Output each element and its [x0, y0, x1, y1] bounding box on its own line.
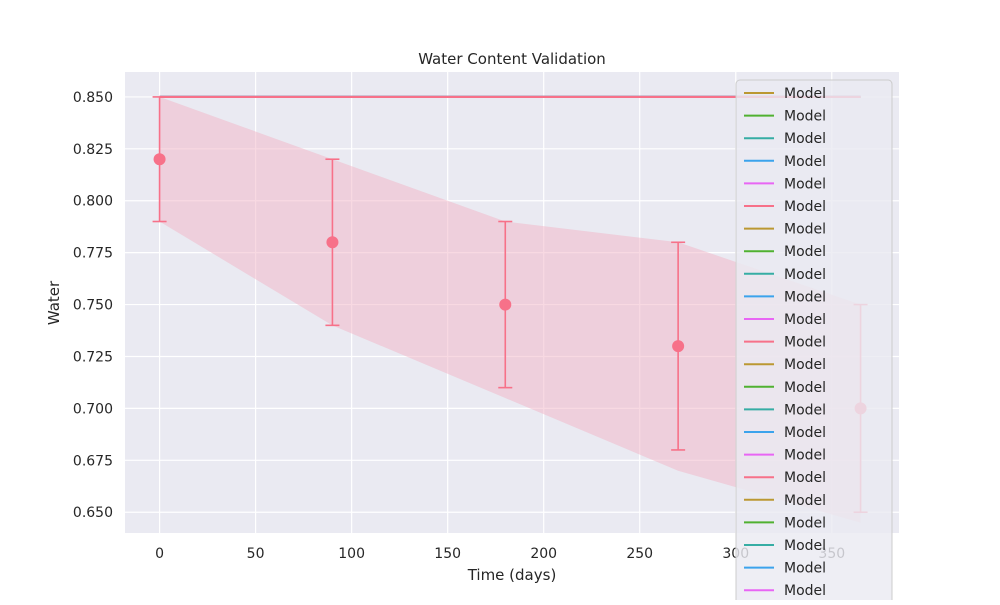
legend-label: Model: [784, 402, 826, 418]
legend-label: Model: [784, 109, 826, 125]
x-tick-label: 100: [338, 546, 365, 562]
legend-label: Model: [784, 267, 826, 283]
tick-labels-layer: 0501001502002503003500.6500.6750.7000.72…: [73, 90, 845, 562]
x-tick-label: 50: [247, 546, 265, 562]
observed-point: [672, 340, 685, 353]
legend: Model Model Model Model Model Model Model Model…: [735, 79, 893, 605]
y-tick-label: 0.650: [73, 505, 113, 521]
legend-box: [735, 79, 893, 605]
y-tick-label: 0.700: [73, 401, 113, 417]
legend-label: Model: [784, 289, 826, 305]
legend-label: Model: [784, 515, 826, 531]
legend-label: Model: [784, 312, 826, 328]
legend-label: Model: [784, 176, 826, 192]
legend-label: Model: [784, 561, 826, 577]
y-tick-label: 0.825: [73, 142, 113, 158]
legend-label: Model: [784, 86, 826, 102]
legend-label: Model: [784, 583, 826, 599]
legend-label: Model: [784, 335, 826, 351]
chart-title: Water Content Validation: [418, 50, 606, 68]
legend-label: Model: [784, 470, 826, 486]
legend-label: Model: [784, 154, 826, 170]
legend-label: Model: [784, 244, 826, 260]
y-tick-label: 0.750: [73, 298, 113, 314]
x-tick-label: 150: [434, 546, 461, 562]
uncertainty-band: [159, 96, 861, 523]
legend-label: Model: [784, 222, 826, 238]
observed-point: [499, 298, 512, 311]
y-tick-label: 0.725: [73, 349, 113, 365]
legend-label: Model: [784, 380, 826, 396]
legend-label: Model: [784, 131, 826, 147]
y-tick-label: 0.775: [73, 246, 113, 262]
uncertainty-band-layer: [159, 96, 861, 523]
legend-label: Model: [784, 493, 826, 509]
y-tick-label: 0.675: [73, 453, 113, 469]
observed-point: [326, 236, 339, 249]
x-axis-title: Time (days): [467, 566, 557, 584]
x-tick-label: 0: [155, 546, 164, 562]
legend-label: Model: [784, 357, 826, 373]
x-tick-label: 250: [626, 546, 653, 562]
legend-label: Model: [784, 538, 826, 554]
y-axis-title: Water: [45, 280, 63, 325]
legend-label: Model: [784, 425, 826, 441]
y-tick-label: 0.850: [73, 90, 113, 106]
y-tick-label: 0.800: [73, 194, 113, 210]
observed-point: [153, 153, 166, 166]
x-tick-label: 200: [530, 546, 557, 562]
legend-label: Model: [784, 199, 826, 215]
legend-label: Model: [784, 448, 826, 464]
